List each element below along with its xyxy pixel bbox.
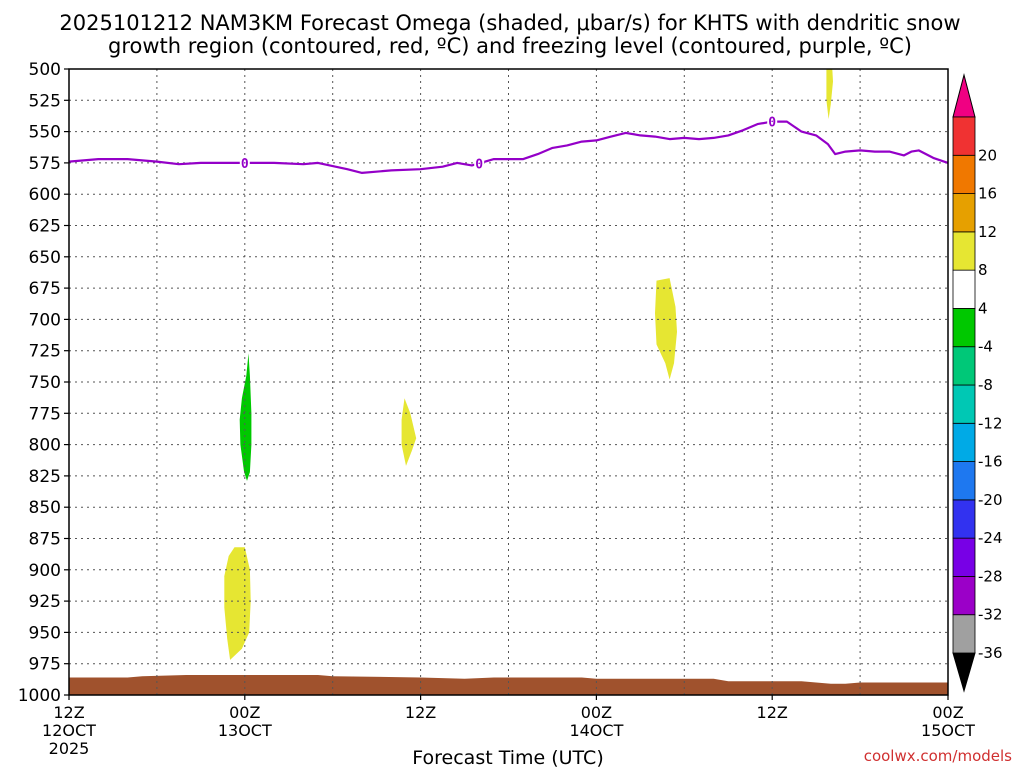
y-tick-label: 700 bbox=[29, 310, 61, 330]
colorbar-tick-label: 12 bbox=[978, 223, 997, 241]
contour-label: 0 bbox=[241, 157, 249, 172]
colorbar-segment bbox=[952, 461, 976, 501]
omega-region-3 bbox=[401, 398, 417, 466]
colorbar-tick-label: -8 bbox=[978, 376, 993, 394]
omega-region-2 bbox=[224, 547, 251, 660]
freezing-level-line bbox=[69, 120, 948, 174]
y-tick-label: 925 bbox=[29, 592, 61, 612]
colorbar-segment bbox=[952, 269, 976, 309]
colorbar-tick-label: -4 bbox=[978, 338, 993, 356]
contour-label: 0 bbox=[475, 157, 483, 172]
colorbar-tick-label: -24 bbox=[978, 529, 1003, 547]
colorbar-tick-label: 8 bbox=[978, 261, 988, 279]
x-tick-label: 15OCT bbox=[921, 721, 975, 740]
x-axis-label: Forecast Time (UTC) bbox=[412, 747, 603, 768]
y-tick-label: 600 bbox=[29, 185, 61, 205]
y-tick-label: 800 bbox=[29, 436, 61, 456]
colorbar-tick-label: 20 bbox=[978, 146, 997, 164]
y-tick-label: 575 bbox=[29, 154, 61, 174]
chart-title-line1: 2025101212 NAM3KM Forecast Omega (shaded… bbox=[59, 11, 960, 35]
colorbar-segment bbox=[952, 116, 976, 156]
colorbar-tick-label: 4 bbox=[978, 299, 988, 317]
contour-label-bg bbox=[474, 155, 485, 171]
y-tick-label: 875 bbox=[29, 530, 61, 550]
colorbar-tick-label: -36 bbox=[978, 644, 1003, 662]
credit-text: coolwx.com/models bbox=[864, 747, 1012, 765]
freezing-level-contour bbox=[69, 120, 948, 174]
colorbar-tick-label: -28 bbox=[978, 567, 1003, 585]
y-tick-label: 975 bbox=[29, 655, 61, 675]
x-tick-label: 12Z bbox=[405, 703, 436, 722]
colorbar-segment bbox=[952, 576, 976, 616]
y-tick-label: 1000 bbox=[18, 686, 61, 706]
grid-lines bbox=[69, 69, 948, 695]
y-tick-label: 950 bbox=[29, 623, 61, 643]
colorbar-tick-label: -20 bbox=[978, 491, 1003, 509]
colorbar-segment bbox=[952, 614, 976, 654]
y-tick-label: 850 bbox=[29, 498, 61, 518]
x-tick-label: 12Z bbox=[757, 703, 788, 722]
y-axis-ticks: 500 525 550 575 600 625 650 675 700 725 750 775 800 8… bbox=[18, 60, 69, 706]
y-tick-label: 525 bbox=[29, 91, 61, 111]
colorbar-segment bbox=[952, 384, 976, 424]
terrain-fill bbox=[69, 675, 948, 695]
colorbar-segment bbox=[952, 308, 976, 348]
x-tick-label: 12OCT bbox=[42, 721, 96, 740]
x-tick-label: 2025 bbox=[49, 739, 90, 758]
y-tick-label: 625 bbox=[29, 217, 61, 237]
x-tick-label: 00Z bbox=[932, 703, 963, 722]
colorbar-tick-label: -12 bbox=[978, 414, 1003, 432]
colorbar-tick-label: 16 bbox=[978, 185, 997, 203]
x-tick-label: 14OCT bbox=[569, 721, 623, 740]
y-tick-label: 750 bbox=[29, 373, 61, 393]
colorbar-segment bbox=[952, 537, 976, 577]
contour-label-bg bbox=[767, 113, 778, 129]
y-tick-label: 500 bbox=[29, 60, 61, 80]
y-tick-label: 775 bbox=[29, 404, 61, 424]
colorbar-segment bbox=[952, 422, 976, 462]
colorbar-top-arrow bbox=[952, 73, 976, 118]
omega-region-4 bbox=[655, 278, 677, 380]
x-tick-label: 00Z bbox=[581, 703, 612, 722]
omega-region-5 bbox=[826, 69, 833, 120]
colorbar: -36 -32 -28 -24 -20 -16 -12 -8 -4 4 8 12 16 20 bbox=[952, 73, 1003, 693]
x-tick-label: 00Z bbox=[229, 703, 260, 722]
y-tick-label: 650 bbox=[29, 248, 61, 268]
colorbar-segment bbox=[952, 499, 976, 539]
chart-title-line2: growth region (contoured, red, ºC) and f… bbox=[108, 34, 912, 58]
y-tick-label: 675 bbox=[29, 279, 61, 299]
colorbar-tick-label: -16 bbox=[978, 453, 1003, 471]
x-tick-label: 13OCT bbox=[218, 721, 272, 740]
y-tick-label: 825 bbox=[29, 467, 61, 487]
terrain-area bbox=[69, 675, 948, 695]
y-tick-label: 725 bbox=[29, 342, 61, 362]
freezing-level-labels: 0 0 0 bbox=[239, 113, 778, 172]
colorbar-segment bbox=[952, 154, 976, 194]
colorbar-tick-label: -32 bbox=[978, 606, 1003, 624]
colorbar-segment bbox=[952, 193, 976, 233]
omega-shading bbox=[224, 69, 833, 660]
contour-label: 0 bbox=[768, 116, 776, 131]
omega-region-1 bbox=[239, 353, 252, 481]
contour-label-bg bbox=[239, 154, 250, 170]
colorbar-segment bbox=[952, 346, 976, 386]
colorbar-bottom-arrow bbox=[952, 652, 976, 693]
colorbar-segment bbox=[952, 231, 976, 271]
x-tick-label: 12Z bbox=[53, 703, 84, 722]
y-tick-label: 900 bbox=[29, 561, 61, 581]
y-tick-label: 550 bbox=[29, 123, 61, 143]
